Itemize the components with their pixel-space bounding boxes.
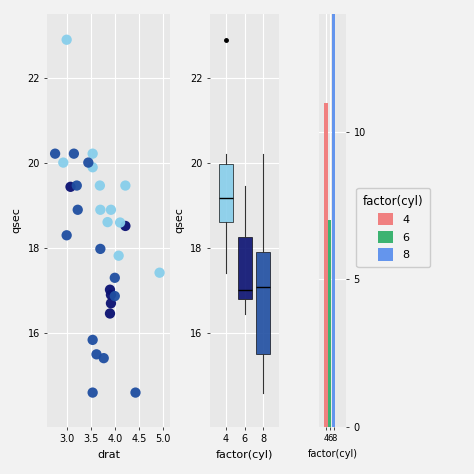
Y-axis label: qsec: qsec <box>12 208 22 233</box>
Point <box>107 206 115 214</box>
Point <box>60 159 67 166</box>
Point <box>107 300 115 307</box>
Point <box>73 182 81 189</box>
Point <box>84 159 92 166</box>
Point <box>111 292 118 300</box>
X-axis label: factor(cyl): factor(cyl) <box>216 450 273 460</box>
Point <box>96 182 104 189</box>
Point <box>89 336 96 344</box>
Point <box>122 182 129 189</box>
Point <box>97 245 104 253</box>
Point <box>97 206 104 214</box>
Point <box>70 150 78 157</box>
Point <box>89 164 96 171</box>
Y-axis label: qsec: qsec <box>174 208 184 233</box>
Point <box>106 310 114 317</box>
Point <box>100 355 108 362</box>
X-axis label: drat: drat <box>97 450 120 460</box>
Point <box>111 274 118 282</box>
Point <box>122 222 129 230</box>
Point <box>104 219 111 226</box>
Point <box>51 150 59 157</box>
Bar <box>324 102 328 427</box>
PathPatch shape <box>256 252 270 355</box>
Bar <box>328 220 331 427</box>
Y-axis label: count: count <box>373 205 383 236</box>
Point <box>89 389 96 396</box>
Point <box>132 389 139 396</box>
Point <box>115 252 122 259</box>
PathPatch shape <box>219 164 233 222</box>
Point <box>156 269 164 276</box>
Point <box>106 286 114 293</box>
Point <box>74 206 82 214</box>
X-axis label: factor(cyl): factor(cyl) <box>308 449 357 459</box>
PathPatch shape <box>237 237 252 299</box>
Bar <box>332 14 335 427</box>
Point <box>89 150 96 157</box>
Point <box>116 219 124 226</box>
Point <box>107 291 115 299</box>
Point <box>63 231 71 239</box>
Point <box>67 183 74 191</box>
Point <box>63 36 71 44</box>
Point <box>93 351 100 358</box>
Legend: 4, 6, 8: 4, 6, 8 <box>356 188 430 267</box>
